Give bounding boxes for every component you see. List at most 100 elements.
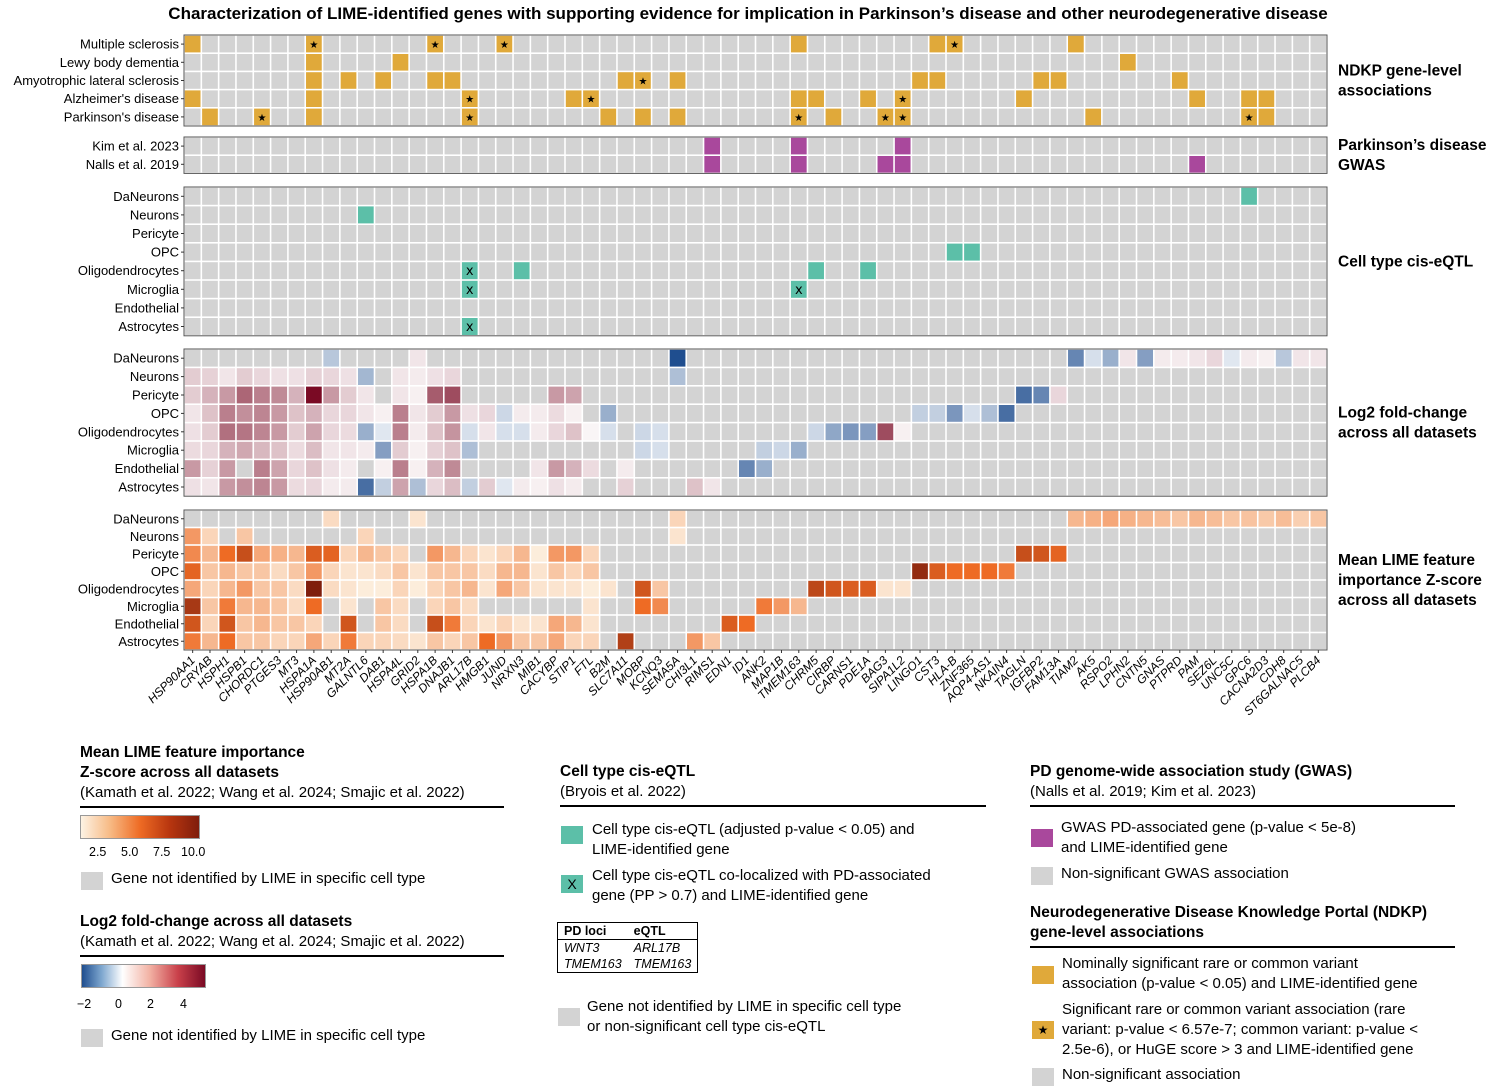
ndkp-cell (808, 54, 824, 71)
ndkp-cell (357, 72, 374, 89)
eqtl-cell (548, 206, 565, 224)
ndkp-cell (219, 54, 236, 71)
gwas-cell (687, 156, 703, 173)
eqtl-cell (790, 262, 807, 280)
lfc-cell (912, 368, 928, 385)
gwas-cell (306, 156, 322, 173)
lime-cell (392, 563, 409, 580)
eqtl-cell (842, 280, 859, 298)
eqtl-cell (842, 243, 859, 261)
lime-cell (271, 580, 288, 597)
gwas-cell (340, 137, 357, 155)
lime-cell (929, 580, 946, 597)
lfc-cell (1050, 386, 1067, 404)
lime-cell (271, 615, 288, 632)
eqtl-cell (583, 187, 599, 205)
eqtl-cell (375, 225, 392, 242)
gwas-cell (738, 137, 755, 155)
eqtl-cell (271, 225, 288, 242)
lime-row-label: Endothelial (115, 616, 179, 631)
lfc-cell (202, 478, 218, 496)
eqtl-cell (998, 262, 1015, 280)
lime-row-label: Microglia (127, 599, 180, 614)
lime-cell (565, 633, 582, 650)
lfc-cell (860, 405, 876, 422)
eqtl-cell (219, 243, 236, 261)
eqtl-cell (513, 262, 530, 280)
ndkp-cell (461, 35, 478, 53)
ndkp-cell (1016, 72, 1032, 89)
lime-cell (1137, 563, 1154, 580)
lime-cell (652, 580, 669, 597)
lime-cell (1050, 580, 1067, 597)
eqtl-cell (600, 318, 617, 335)
lfc-cell (1102, 460, 1119, 477)
lfc-cell (1293, 423, 1309, 441)
ndkp-cell (1310, 35, 1327, 53)
ndkp-cell (790, 108, 807, 126)
lime-cell (1068, 528, 1084, 545)
lime-cell (1119, 598, 1136, 615)
lime-cell (1241, 580, 1257, 597)
lfc-cell (600, 423, 617, 441)
lfc-cell (1068, 423, 1084, 441)
lime-row-label: Neurons (130, 529, 180, 544)
lfc-cell (912, 386, 928, 404)
eqtl-cell (1310, 318, 1327, 335)
lfc-cell (548, 441, 565, 459)
lfc-cell (877, 386, 894, 404)
gwas-cell (219, 137, 236, 155)
lfc-cell (323, 386, 340, 404)
lfc-cell (496, 405, 513, 422)
eqtl-cell (1258, 243, 1275, 261)
lfc-cell (427, 349, 443, 367)
lime-cell (756, 615, 773, 632)
lfc-cell (1068, 386, 1084, 404)
lfc-grey-swatch (80, 1028, 104, 1048)
eqtl-cell (461, 206, 478, 224)
eqtl-cell (773, 318, 790, 335)
ndkp-cell (756, 108, 773, 126)
lime-cell (357, 545, 374, 562)
lime-cell (894, 633, 911, 650)
eqtl-cell (669, 280, 686, 298)
lfc-cell (357, 441, 374, 459)
lime-cell (1085, 580, 1102, 597)
lime-cell (894, 545, 911, 562)
lfc-cell (409, 386, 426, 404)
eqtl-cell (496, 280, 513, 298)
eqtl-cell (548, 318, 565, 335)
lime-cell (877, 545, 894, 562)
lfc-cell (721, 386, 738, 404)
ndkp-cell (790, 90, 807, 107)
lfc-cell (254, 349, 270, 367)
lime-cell (704, 528, 721, 545)
ndkp-cell (323, 54, 340, 71)
lime-cell (1189, 615, 1205, 632)
gwas-legend-title: PD genome-wide association study (GWAS) (1030, 763, 1353, 780)
eqtl-cell (1171, 225, 1188, 242)
lime-cell (427, 528, 443, 545)
lime-cell (635, 615, 651, 632)
lime-cell (1258, 545, 1275, 562)
eqtl-cell (202, 243, 218, 261)
ndkp-panel: Multiple sclerosis ★ ★ ★ ★Lewy body dementia… (14, 34, 1462, 127)
eqtl-cell (929, 225, 946, 242)
ndkp-cell (773, 90, 790, 107)
ndkp-cell (392, 90, 409, 107)
lfc-cell (1102, 423, 1119, 441)
lfc-cell (271, 368, 288, 385)
lfc-cell (548, 368, 565, 385)
lfc-cell (773, 460, 790, 477)
gwas-cell (1016, 156, 1032, 173)
ndkp-cell (496, 90, 513, 107)
ndkp-cell (427, 72, 443, 89)
eqtl-cell (409, 187, 426, 205)
gwas-cell (1223, 137, 1240, 155)
eqtl-cell (721, 206, 738, 224)
lime-cell (1119, 545, 1136, 562)
eqtl-cell (1050, 299, 1067, 317)
eqtl-row-label: OPC (151, 245, 179, 260)
eqtl-cell (583, 299, 599, 317)
gwas-panel-frame (183, 136, 1328, 174)
